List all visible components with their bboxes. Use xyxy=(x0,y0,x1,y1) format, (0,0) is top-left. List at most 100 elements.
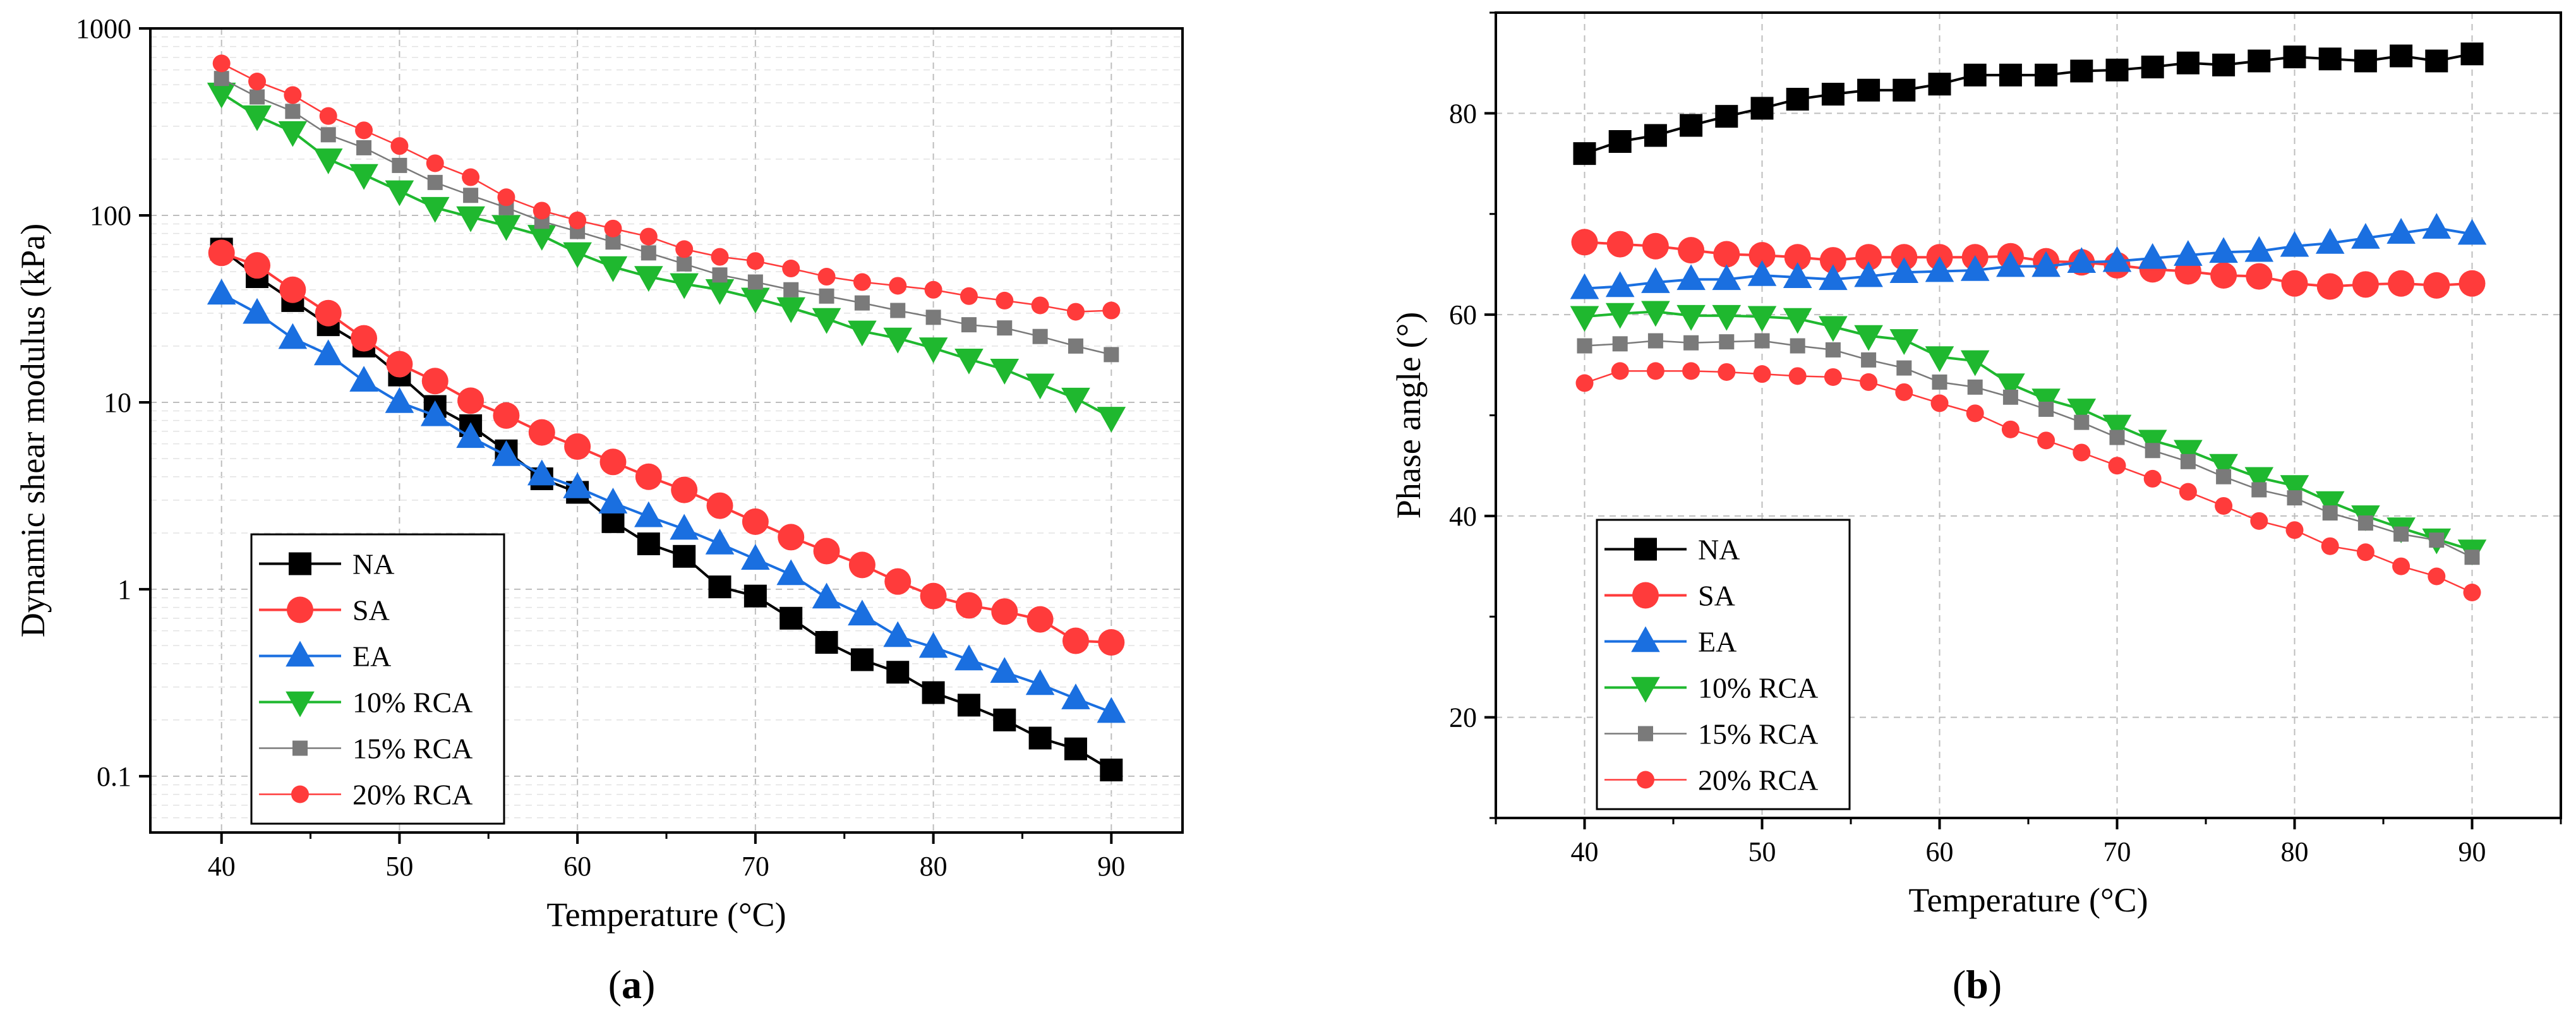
legend-item-ea: EA xyxy=(259,640,391,673)
data-point-10pct-rca xyxy=(349,164,378,190)
data-point-20pct-rca xyxy=(604,219,622,237)
data-point-na xyxy=(1100,759,1123,782)
data-point-15pct-rca xyxy=(783,282,799,298)
data-point-10pct-rca xyxy=(2102,414,2132,441)
data-point-15pct-rca xyxy=(1719,334,1735,350)
data-point-ea xyxy=(1819,264,1848,291)
data-point-20pct-rca xyxy=(2179,483,2197,501)
data-point-10pct-rca xyxy=(812,308,841,334)
data-point-ea xyxy=(1925,256,1954,282)
data-point-ea xyxy=(2280,231,2309,257)
data-point-ea xyxy=(1747,260,1777,286)
data-point-sa xyxy=(1748,242,1776,269)
data-point-15pct-rca xyxy=(2357,515,2373,531)
data-point-15pct-rca xyxy=(2216,469,2232,484)
data-point-15pct-rca xyxy=(1032,328,1048,344)
data-point-ea xyxy=(563,472,592,498)
data-point-10pct-rca xyxy=(243,105,272,131)
series-sa xyxy=(1571,229,2486,300)
data-point-20pct-rca xyxy=(1966,404,1984,423)
data-point-sa xyxy=(1678,237,1705,264)
data-point-20pct-rca xyxy=(2143,469,2162,488)
data-point-10pct-rca xyxy=(2315,491,2345,517)
data-point-15pct-rca xyxy=(1577,338,1592,354)
data-point-20pct-rca xyxy=(711,248,729,266)
data-point-10pct-rca xyxy=(1747,306,1777,332)
legend-item-sa: SA xyxy=(259,594,390,627)
data-point-15pct-rca xyxy=(1932,374,1947,390)
data-point-20pct-rca xyxy=(1682,362,1700,380)
y-tick-label: 100 xyxy=(90,200,131,231)
data-point-10pct-rca xyxy=(1925,346,1954,373)
data-point-na xyxy=(2354,49,2377,73)
x-tick-label: 70 xyxy=(742,851,769,882)
panel-b-ticks: 40 50 60 70 80 90 20 40 60 80 xyxy=(1449,11,2562,867)
legend-marker xyxy=(286,640,315,667)
data-point-15pct-rca xyxy=(712,267,728,283)
data-point-na xyxy=(2390,44,2413,68)
data-point-ea xyxy=(776,559,806,586)
data-point-15pct-rca xyxy=(1861,352,1877,368)
data-point-15pct-rca xyxy=(641,245,656,261)
data-point-10pct-rca xyxy=(990,359,1020,385)
data-point-ea xyxy=(2244,236,2274,262)
data-point-ea xyxy=(1097,697,1126,723)
data-point-20pct-rca xyxy=(782,260,800,278)
data-point-10pct-rca xyxy=(385,180,414,207)
legend-label: EA xyxy=(1698,626,1736,658)
data-point-20pct-rca xyxy=(1860,373,1878,391)
y-tick-label: 10 xyxy=(104,387,131,418)
data-point-sa xyxy=(1571,229,1598,256)
panel-b-label-open: ( xyxy=(1953,962,1966,1007)
panel-a-label-open: ( xyxy=(608,962,622,1007)
data-point-na xyxy=(1680,114,1703,137)
data-point-10pct-rca xyxy=(1097,407,1126,433)
data-point-15pct-rca xyxy=(2393,526,2409,542)
panel-a-ticks: 40 50 60 70 80 90 0.1 1 10 100 1000 xyxy=(76,13,1125,882)
data-point-ea xyxy=(2422,213,2452,239)
data-point-na xyxy=(2283,45,2306,69)
data-point-sa xyxy=(564,433,591,460)
data-point-ea xyxy=(1570,273,1599,299)
data-point-sa xyxy=(528,419,555,446)
data-point-20pct-rca xyxy=(889,277,907,295)
data-point-10pct-rca xyxy=(1712,304,1742,331)
data-point-15pct-rca xyxy=(2287,490,2302,506)
data-point-sa xyxy=(1713,241,1740,268)
data-point-ea xyxy=(2102,246,2132,272)
data-point-15pct-rca xyxy=(427,174,443,190)
data-point-20pct-rca xyxy=(1066,303,1085,321)
x-tick-label: 90 xyxy=(2459,836,2486,867)
data-point-10pct-rca xyxy=(848,320,877,347)
data-point-10pct-rca xyxy=(741,287,770,314)
data-point-na xyxy=(2070,59,2093,83)
data-point-15pct-rca xyxy=(961,317,977,333)
data-point-sa xyxy=(279,276,306,303)
data-point-20pct-rca xyxy=(1788,367,1807,385)
x-tick-label: 50 xyxy=(1748,836,1776,867)
data-point-ea xyxy=(1783,262,1812,288)
data-point-sa xyxy=(2459,270,2486,297)
legend-label: EA xyxy=(352,640,391,673)
panel-b-legend: NA SA EA 10% RCA 15% RCA 20% RCA xyxy=(1596,519,1851,810)
data-point-ea xyxy=(1025,669,1055,695)
data-point-na xyxy=(637,532,660,555)
legend-marker xyxy=(1631,676,1660,703)
y-tick-label: 80 xyxy=(1449,98,1477,129)
data-point-15pct-rca xyxy=(997,320,1013,336)
data-point-ea xyxy=(705,528,735,555)
data-point-na xyxy=(1064,737,1087,760)
data-point-sa xyxy=(955,592,982,619)
data-point-20pct-rca xyxy=(2428,567,2446,586)
legend-marker xyxy=(291,785,309,803)
data-point-ea xyxy=(207,279,236,305)
panel-b-chart: 40 50 60 70 80 90 20 40 60 80 Temperature (°C) Ph… xyxy=(1390,11,2562,919)
x-tick-label: 90 xyxy=(1097,851,1125,882)
data-point-sa xyxy=(813,538,840,565)
legend-marker xyxy=(292,740,308,756)
data-point-sa xyxy=(2281,270,2308,297)
data-point-10pct-rca xyxy=(420,196,450,223)
data-point-na xyxy=(2035,63,2058,87)
data-point-ea xyxy=(349,366,378,392)
data-point-20pct-rca xyxy=(2073,443,2091,462)
